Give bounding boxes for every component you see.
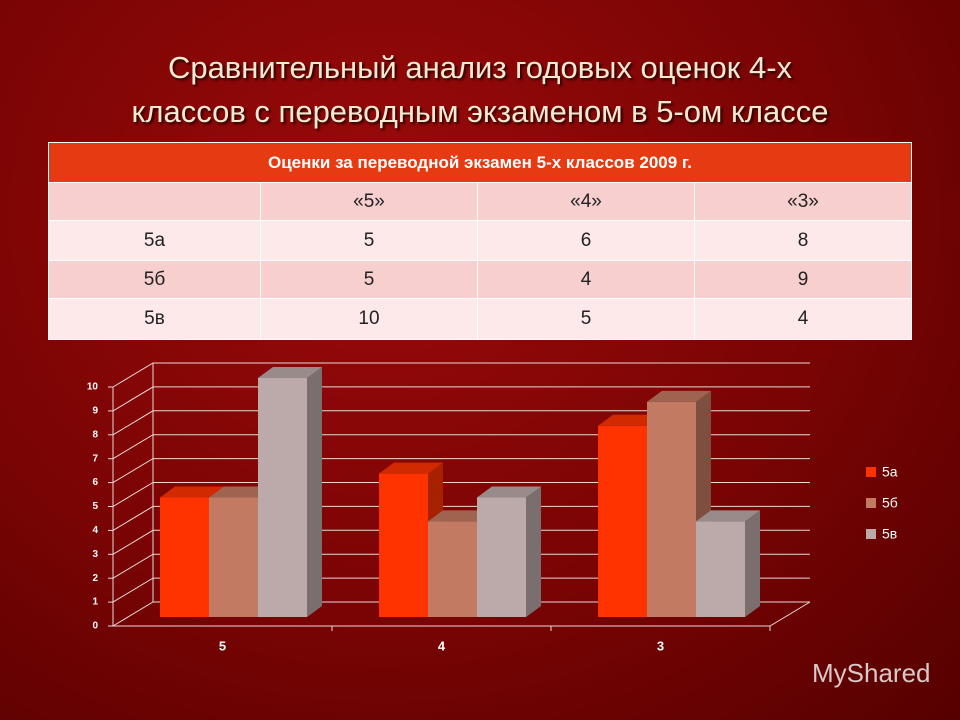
grid-line [112,529,810,555]
table-row: 5а 5 6 8 [48,220,912,261]
bar-side [307,367,322,617]
column-header: «3» [694,182,912,221]
y-tick-label: 6 [92,477,98,488]
y-tick-label: 10 [87,382,99,393]
corner-cell [48,182,261,221]
y-tick-label: 8 [92,429,98,440]
bar [258,378,307,617]
x-tick-label: 3 [657,638,664,653]
bar-side [745,510,760,617]
y-tick-label: 9 [92,406,98,417]
bar [598,425,647,617]
table-cell: 6 [477,220,695,261]
table-cell: 5 [477,298,695,340]
title-line: классов с переводным экзаменом в 5-ом кл… [131,94,829,129]
watermark: MyShared [812,658,931,688]
bar-shade [598,414,662,426]
grid-line [112,482,810,507]
bar-shade [526,486,541,617]
x-tick-label: 5 [219,638,226,653]
bar-top [598,414,662,426]
grid-line [112,505,810,531]
bar [209,497,258,617]
grid-line [112,386,810,412]
grades-table: Оценки за переводной экзамен 5-х классов… [48,142,912,340]
table-title: Оценки за переводной экзамен 5-х классов… [48,142,912,183]
bar-shade [379,462,443,474]
bar-shade [477,486,541,498]
row-label: 5а [48,220,261,261]
bar-shade [307,367,322,617]
bar-top [428,510,492,522]
column-header: «4» [477,182,695,221]
y-tick-label: 3 [92,549,98,560]
legend-label: 5б [882,495,898,511]
table-cell: 4 [694,298,912,340]
legend-label: 5в [882,526,897,542]
bar-shade [428,510,492,522]
bar-top [160,486,224,498]
grid-line [112,410,810,436]
legend-swatch [866,498,876,508]
bar [379,473,428,617]
table-cell: 8 [694,220,912,261]
grid-line [112,434,810,460]
bar-top [258,367,322,378]
bar-shade [745,510,760,617]
bar [477,497,526,617]
legend-label: 5а [882,464,898,480]
bar [696,521,745,617]
table-cell: 4 [477,260,695,299]
grid-line [112,577,810,603]
legend-swatch [866,529,876,539]
bar-top [209,486,273,498]
y-tick-label: 5 [92,501,98,512]
y-tick-label: 1 [92,597,98,608]
bar-top [379,462,443,474]
bar-shade [258,367,322,378]
table-cell: 5 [260,220,478,261]
grid-line [112,362,810,388]
row-label: 5б [48,260,261,299]
bar-side [526,486,541,617]
table-row: 5б 5 4 9 [48,260,912,299]
grid-line [112,458,810,484]
row-label: 5в [48,298,261,340]
bar-top [477,486,541,498]
legend-swatch [866,467,876,477]
table-row: 5в 10 5 4 [48,298,912,340]
bar-top [696,510,760,522]
y-tick-label: 7 [92,453,98,464]
grid-line [112,553,810,579]
grid-line [112,601,810,627]
bar-shade [696,510,760,522]
bar-top [647,390,711,402]
table-cell: 10 [260,298,478,340]
title-line: Сравнительный анализ годовых оценок 4-х [167,50,793,85]
bar [647,401,696,617]
y-tick-label: 4 [92,525,98,536]
bar-shade [647,390,711,402]
table-cell: 5 [260,260,478,299]
bar-shade [160,486,224,498]
x-tick-label: 4 [438,638,446,653]
y-tick-label: 0 [92,621,98,632]
bar [428,521,477,617]
bar [160,497,209,617]
y-tick-label: 2 [92,573,98,584]
bar-shade [209,486,273,498]
